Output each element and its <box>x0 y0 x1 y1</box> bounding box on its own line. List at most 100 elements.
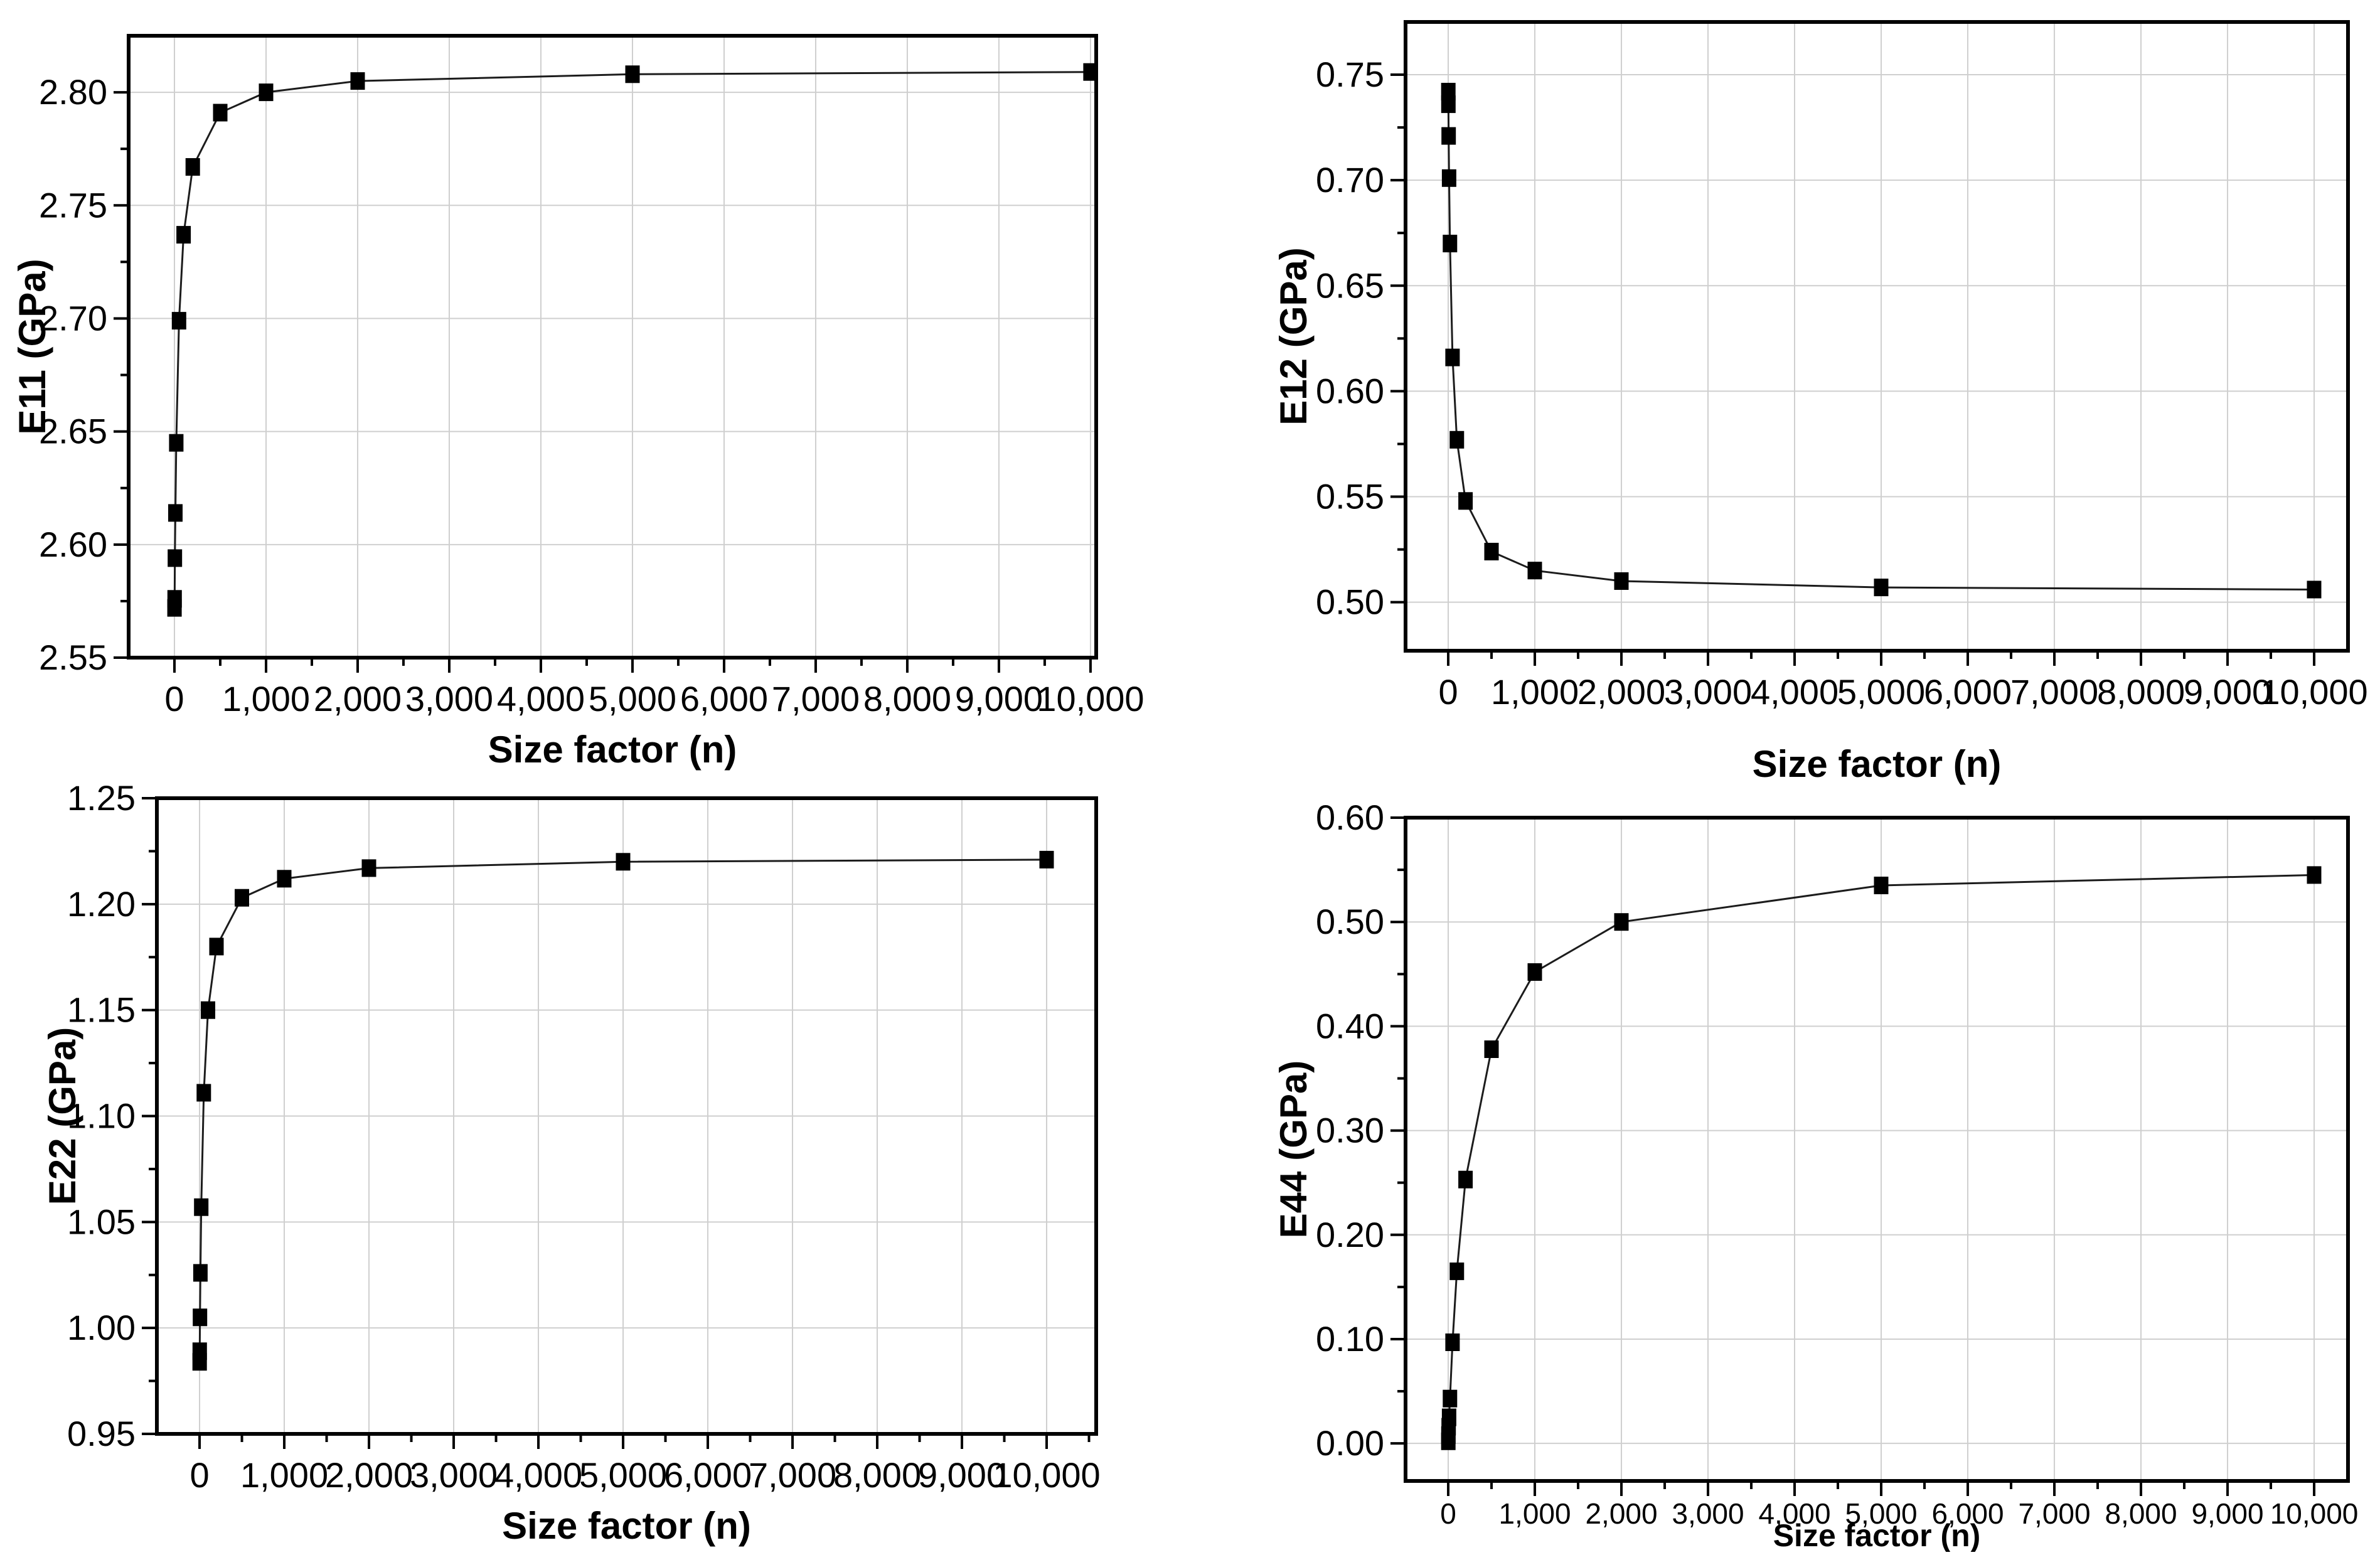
x-tick-label: 4,000 <box>1758 1497 1830 1530</box>
data-point <box>350 72 365 90</box>
y-tick-label: 0.50 <box>1316 902 1384 941</box>
x-tick-label: 10,000 <box>2260 672 2367 712</box>
x-tick-label: 3,000 <box>1664 672 1752 712</box>
x-tick-label: 9,000 <box>955 679 1043 719</box>
plot-area <box>1406 818 2348 1481</box>
data-point <box>171 312 186 330</box>
data-point <box>213 104 228 122</box>
x-tick-label: 2,000 <box>325 1455 413 1495</box>
x-tick-label: 0 <box>189 1455 209 1495</box>
y-tick-label: 2.80 <box>39 72 107 112</box>
data-point <box>1484 543 1499 560</box>
data-point <box>1449 430 1465 449</box>
y-tick-label: 0.75 <box>1316 55 1384 94</box>
x-tick-label: 3,000 <box>405 679 493 719</box>
y-tick-label: 2.60 <box>39 525 107 564</box>
x-tick-label: 7,000 <box>749 1455 836 1495</box>
data-point <box>1527 562 1542 580</box>
data-point <box>1441 1408 1456 1426</box>
y-tick-label: 0.10 <box>1316 1319 1384 1359</box>
data-point <box>1443 1389 1458 1408</box>
x-tick-label: 10,000 <box>993 1455 1100 1495</box>
data-point <box>193 1264 208 1282</box>
y-tick-label: 1.00 <box>67 1308 136 1347</box>
y-tick-label: 0.30 <box>1316 1111 1384 1150</box>
x-tick-label: 2,000 <box>1577 672 1665 712</box>
x-tick-label: 10,000 <box>1037 679 1144 719</box>
x-tick-label: 6,000 <box>1924 672 2012 712</box>
x-tick-label: 1,000 <box>1491 672 1579 712</box>
y-tick-label: 0.60 <box>1316 798 1384 837</box>
data-point <box>1484 1040 1499 1058</box>
y-tick-label: 0.70 <box>1316 160 1384 200</box>
x-axis-title: Size factor (n) <box>1753 743 2002 785</box>
x-tick-label: 6,000 <box>680 679 768 719</box>
data-point <box>1458 1170 1473 1189</box>
data-point <box>193 1308 208 1327</box>
y-tick-label: 0.20 <box>1316 1215 1384 1254</box>
y-axis-title: E12 (GPa) <box>1273 247 1315 425</box>
data-point <box>185 158 200 176</box>
data-point <box>201 1001 215 1019</box>
data-point <box>196 1084 211 1102</box>
x-tick-label: 1,000 <box>1498 1497 1571 1530</box>
x-tick-label: 4,000 <box>494 1455 582 1495</box>
plot-border <box>127 34 1098 660</box>
data-point <box>192 1342 207 1360</box>
data-point <box>1443 235 1458 253</box>
data-point <box>235 889 249 907</box>
data-point <box>277 870 292 888</box>
data-point <box>209 938 224 956</box>
data-point <box>1449 1262 1465 1280</box>
data-point <box>194 1198 209 1216</box>
x-tick-label: 5,000 <box>579 1455 667 1495</box>
y-tick-label: 0.40 <box>1316 1006 1384 1045</box>
data-point <box>168 549 183 567</box>
x-tick-label: 6,000 <box>664 1455 752 1495</box>
data-point <box>1083 63 1098 81</box>
x-tick-label: 6,000 <box>1931 1497 2004 1530</box>
data-point <box>1445 1333 1460 1351</box>
x-tick-label: 8,000 <box>833 1455 921 1495</box>
y-tick-label: 0.65 <box>1316 265 1384 305</box>
chart-e44: 0 1,000 2,000 3,000 4,000 5,000 6,000 7,000 8,00… <box>1273 798 2358 1553</box>
chart-e22: 0 1,0002,0003,0004,0005,0006,0007,0008,00… <box>41 778 1101 1547</box>
data-point <box>1874 579 1889 597</box>
y-tick-label: 2.65 <box>39 412 107 451</box>
data-point <box>1441 95 1456 114</box>
x-tick-label: 5,000 <box>589 679 676 719</box>
y-axis-title: E44 (GPa) <box>1273 1061 1315 1238</box>
x-tick-label: 0 <box>164 679 184 719</box>
x-tick-label: 0 <box>1438 672 1458 712</box>
data-point <box>167 590 182 608</box>
x-tick-label: 4,000 <box>497 679 585 719</box>
plot-area <box>129 36 1096 658</box>
y-tick-label: 0.50 <box>1316 582 1384 622</box>
chart-e12: 0 1,0002,0003,0004,0005,0006,0007,0008,00… <box>1273 20 2368 785</box>
x-tick-label: 7,000 <box>772 679 860 719</box>
x-tick-label: 5,000 <box>1845 1497 1917 1530</box>
x-axis-title: Size factor (n) <box>1773 1518 1981 1552</box>
data-point <box>1614 913 1629 931</box>
y-tick-label: 1.20 <box>67 884 136 924</box>
y-tick-label: 1.15 <box>67 990 136 1030</box>
data-point <box>1441 127 1456 145</box>
data-point <box>2307 580 2322 599</box>
x-tick-label: 2,000 <box>1585 1497 1657 1530</box>
x-tick-label: 9,000 <box>2184 672 2271 712</box>
x-tick-label: 7,000 <box>2018 1497 2090 1530</box>
x-tick-label: 3,000 <box>1672 1497 1744 1530</box>
x-tick-label: 1,000 <box>222 679 310 719</box>
y-tick-label: 0.60 <box>1316 371 1384 410</box>
chart-e11: 0 1,000 2,000 3,000 4,000 5,000 6,000 7,000 8,00… <box>11 34 1145 771</box>
plot-border <box>1404 816 2350 1483</box>
x-tick-label: 2,000 <box>314 679 402 719</box>
x-tick-label: 1,000 <box>240 1455 328 1495</box>
y-axis-title: E11 (GPa) <box>11 259 53 434</box>
plot-border <box>1404 20 2350 653</box>
x-tick-label: 9,000 <box>918 1455 1006 1495</box>
y-tick-label: 0.95 <box>67 1414 136 1453</box>
data-point <box>176 226 191 244</box>
